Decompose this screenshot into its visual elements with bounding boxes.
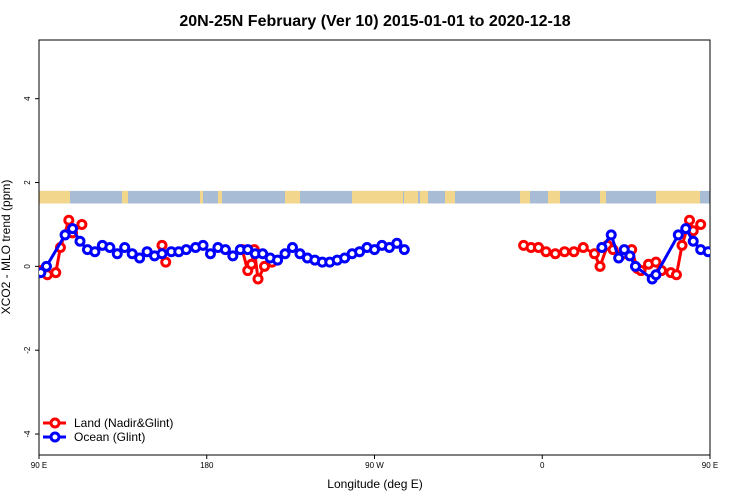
series-1-point — [156, 248, 168, 260]
y-tick-label: 0 — [23, 264, 32, 269]
x-tick-label: 90 E — [31, 461, 47, 470]
series-0-point — [549, 248, 561, 260]
series-1-point — [40, 260, 52, 272]
series-1-point — [702, 246, 710, 258]
series-1-point — [197, 239, 209, 251]
series-1-point — [741, 250, 749, 258]
map-strip-land-0 — [39, 190, 70, 204]
y-axis-label: XCO2 - MLO trend (ppm) — [0, 180, 13, 315]
map-strip-land-6 — [404, 190, 418, 204]
series-1-segment — [731, 248, 738, 254]
series-1-point — [180, 244, 192, 256]
series-1-point — [391, 237, 403, 249]
series-1-point — [719, 244, 727, 252]
series-0-point — [676, 239, 688, 251]
map-strip-land-2 — [200, 190, 203, 204]
series-1-point — [618, 244, 630, 256]
series-1-segment — [654, 234, 680, 276]
series-1-point — [727, 250, 735, 258]
series-1-segment — [723, 248, 730, 254]
series-1-point — [712, 241, 720, 249]
series-1-point — [734, 244, 742, 252]
map-strip — [39, 190, 710, 204]
series-1-point — [624, 250, 636, 262]
series-1-point — [119, 242, 131, 253]
series-1-point — [279, 248, 291, 260]
series-layer — [39, 214, 750, 285]
series-1-point — [672, 229, 684, 241]
series-1-point — [59, 229, 71, 241]
series-0-point — [568, 246, 580, 258]
series-1-point — [398, 244, 410, 256]
legend: Land (Nadir&Glint) Ocean (Glint) — [43, 416, 173, 444]
series-1-point — [89, 246, 101, 258]
y-axis: -4 -2 0 2 4 — [23, 96, 39, 438]
series-1-point — [613, 252, 625, 264]
series-0-point — [594, 260, 606, 272]
series-0-point — [160, 256, 172, 268]
series-1-point — [680, 223, 692, 235]
series-0-point — [156, 239, 168, 251]
y-tick-label: -4 — [23, 430, 32, 438]
map-strip-land-12 — [656, 190, 700, 204]
legend-ocean-label: Ocean (Glint) — [74, 430, 145, 444]
series-1-point — [272, 254, 284, 266]
legend-land-label: Land (Nadir&Glint) — [74, 416, 173, 430]
series-1-point — [67, 223, 79, 235]
series-0-point — [252, 273, 264, 285]
series-1-segment — [45, 234, 67, 268]
series-0-point — [559, 246, 571, 258]
series-1-segment — [745, 254, 750, 258]
map-strip-land-9 — [520, 190, 530, 204]
legend-ocean-swatch-marker — [49, 431, 61, 443]
series-1-point — [605, 229, 617, 241]
chart-title: 20N-25N February (Ver 10) 2015-01-01 to … — [179, 13, 570, 30]
series-0-point — [50, 267, 62, 279]
series-0-point — [695, 218, 707, 230]
x-axis: 90 E 180 90 W 0 90 E — [31, 455, 718, 470]
series-1-point — [687, 235, 699, 247]
x-tick-label: 90 W — [365, 461, 384, 470]
series-1-point — [596, 242, 608, 253]
map-strip-land-5 — [352, 190, 403, 204]
series-1 — [39, 223, 750, 285]
series-0-point — [76, 218, 88, 230]
series-0-point — [577, 242, 589, 253]
map-strip-land-8 — [445, 190, 455, 204]
series-1-point — [219, 244, 231, 256]
series-1-point — [111, 248, 123, 260]
series-0-point — [63, 214, 75, 226]
series-0-point — [650, 256, 662, 268]
series-1-point — [134, 252, 146, 264]
y-tick-label: 2 — [23, 180, 32, 185]
series-1-point — [629, 260, 641, 272]
map-strip-land-3 — [218, 190, 222, 204]
x-axis-label: Longitude (deg E) — [327, 477, 422, 491]
series-1-segment — [716, 245, 723, 247]
series-1-point — [104, 242, 116, 253]
series-0-point — [540, 246, 552, 258]
y-tick-label: -2 — [23, 346, 32, 354]
y-tick-label: 4 — [23, 96, 32, 101]
x-tick-label: 90 E — [702, 461, 718, 470]
series-1-point — [204, 248, 216, 260]
map-strip-land-11 — [600, 190, 606, 204]
x-tick-label: 0 — [540, 461, 545, 470]
map-strip-land-4 — [285, 190, 300, 204]
map-strip-land-10 — [548, 190, 560, 204]
series-0-point — [670, 269, 682, 281]
series-0-point — [683, 214, 695, 226]
series-1-point — [74, 235, 86, 247]
series-1-segment — [738, 248, 745, 254]
x-tick-label: 180 — [200, 461, 214, 470]
map-strip-land-1 — [122, 190, 128, 204]
series-1-point — [650, 269, 662, 281]
series-0-point — [588, 248, 600, 260]
series-1-point — [286, 242, 298, 253]
series-0-point — [245, 258, 257, 270]
series-1-point — [227, 250, 239, 262]
legend-land-swatch-marker — [49, 417, 61, 429]
map-strip-land-7 — [420, 190, 428, 204]
